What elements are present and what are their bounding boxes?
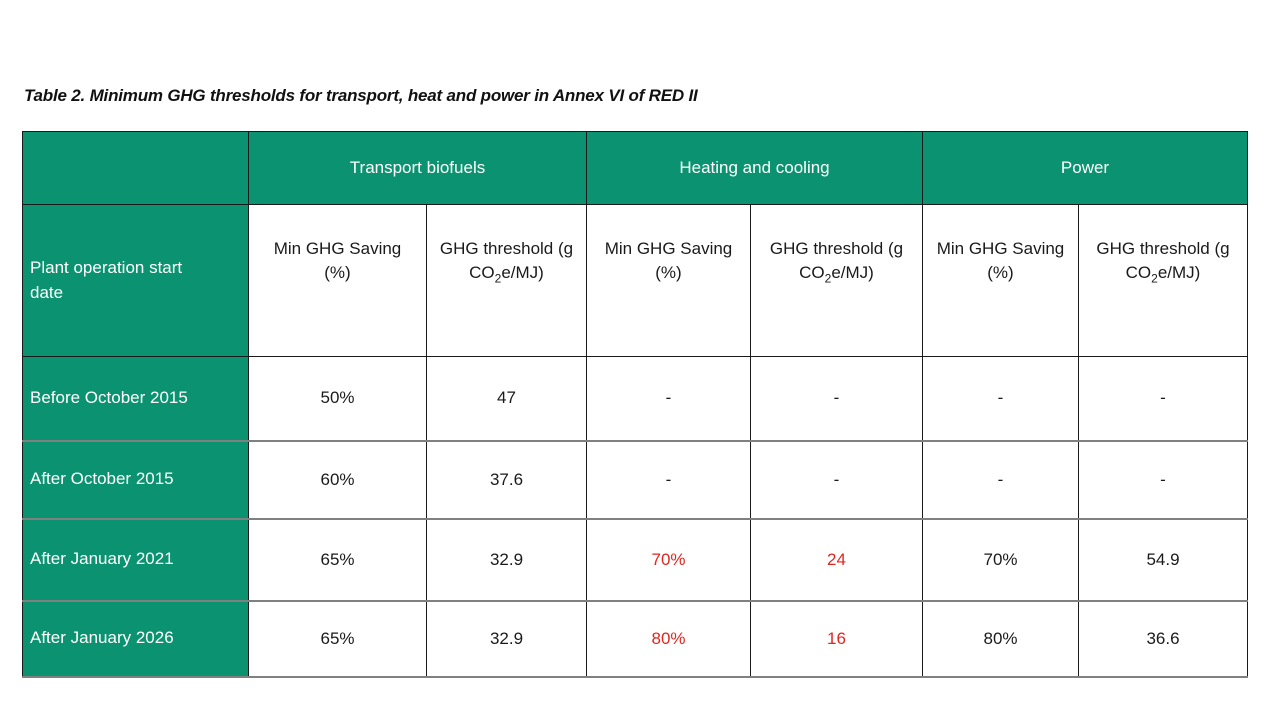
ghg-thresholds-table: Transport biofuels Heating and cooling P… bbox=[22, 131, 1248, 678]
subheader-label-post: e/MJ) bbox=[501, 263, 544, 283]
group-header-transport-biofuels: Transport biofuels bbox=[248, 131, 587, 205]
co2-subscript: 2 bbox=[1151, 271, 1158, 286]
subheader-transport-min-ghg-saving: Min GHG Saving (%) bbox=[248, 204, 427, 357]
subheader-heating-min-ghg-saving: Min GHG Saving (%) bbox=[586, 204, 751, 357]
table-cell: 50% bbox=[248, 356, 427, 442]
table-cell: 32.9 bbox=[426, 600, 587, 678]
group-header-power: Power bbox=[922, 131, 1248, 205]
table-cell: - bbox=[1078, 356, 1248, 442]
table-cell: 80% bbox=[586, 600, 751, 678]
row-label: After January 2026 bbox=[22, 600, 249, 678]
row-header-plant-operation-start-date: Plant operation start date bbox=[22, 204, 249, 357]
table-cell: 36.6 bbox=[1078, 600, 1248, 678]
subheader-power-ghg-threshold: GHG threshold (g CO2e/MJ) bbox=[1078, 204, 1248, 357]
table-cell: 60% bbox=[248, 440, 427, 520]
subheader-heating-ghg-threshold: GHG threshold (g CO2e/MJ) bbox=[750, 204, 923, 357]
row-label: Before October 2015 bbox=[22, 356, 249, 442]
table-cell: 65% bbox=[248, 518, 427, 602]
table-cell: - bbox=[750, 440, 923, 520]
subheader-label: Min GHG Saving (%) bbox=[273, 238, 402, 283]
subheader-label: Min GHG Saving (%) bbox=[936, 238, 1065, 283]
table-cell: 16 bbox=[750, 600, 923, 678]
table-cell: 80% bbox=[922, 600, 1079, 678]
subheader-label-post: e/MJ) bbox=[831, 263, 874, 283]
row-label: After January 2021 bbox=[22, 518, 249, 602]
table-cell: - bbox=[586, 440, 751, 520]
table-row-before-october-2015: Before October 2015 50% 47 - - - - bbox=[22, 356, 1248, 442]
table-cell: 32.9 bbox=[426, 518, 587, 602]
table-cell: - bbox=[1078, 440, 1248, 520]
table-caption: Table 2. Minimum GHG thresholds for tran… bbox=[24, 86, 698, 105]
subheader-label: Min GHG Saving (%) bbox=[604, 238, 733, 283]
table-cell: 37.6 bbox=[426, 440, 587, 520]
table-cell: 24 bbox=[750, 518, 923, 602]
table-cell: 54.9 bbox=[1078, 518, 1248, 602]
table-cell: 70% bbox=[922, 518, 1079, 602]
subheader-label-pre: GHG threshold (g CO bbox=[1096, 238, 1230, 283]
table-cell: - bbox=[750, 356, 923, 442]
subheader-label-pre: GHG threshold (g CO bbox=[769, 238, 904, 283]
table-cell: 70% bbox=[586, 518, 751, 602]
group-header-heating-and-cooling: Heating and cooling bbox=[586, 131, 923, 205]
table-row-after-october-2015: After October 2015 60% 37.6 - - - - bbox=[22, 440, 1248, 520]
table-row-after-january-2021: After January 2021 65% 32.9 70% 24 70% 5… bbox=[22, 518, 1248, 602]
table-cell: - bbox=[586, 356, 751, 442]
table-cell: 47 bbox=[426, 356, 587, 442]
table-cell: - bbox=[922, 440, 1079, 520]
co2-subscript: 2 bbox=[494, 271, 502, 286]
subheader-label-pre: GHG threshold (g CO bbox=[439, 238, 574, 283]
corner-cell bbox=[22, 131, 249, 205]
row-label: After October 2015 bbox=[22, 440, 249, 520]
co2-subscript: 2 bbox=[824, 271, 832, 286]
group-header-row: Transport biofuels Heating and cooling P… bbox=[22, 131, 1248, 205]
subheader-label-post: e/MJ) bbox=[1157, 263, 1201, 283]
table-row-after-january-2026: After January 2026 65% 32.9 80% 16 80% 3… bbox=[22, 600, 1248, 678]
table-cell: - bbox=[922, 356, 1079, 442]
subheader-power-min-ghg-saving: Min GHG Saving (%) bbox=[922, 204, 1079, 357]
table-cell: 65% bbox=[248, 600, 427, 678]
sub-header-row: Plant operation start date Min GHG Savin… bbox=[22, 204, 1248, 357]
subheader-transport-ghg-threshold: GHG threshold (g CO2e/MJ) bbox=[426, 204, 587, 357]
